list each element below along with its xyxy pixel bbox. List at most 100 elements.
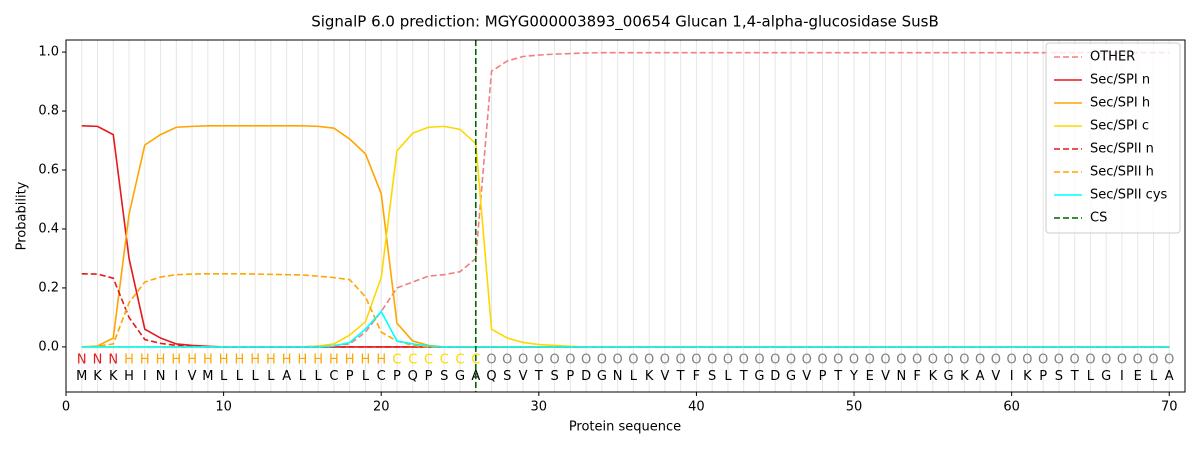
region-label: O bbox=[754, 352, 764, 367]
region-label: H bbox=[187, 352, 197, 367]
residue: L bbox=[315, 369, 323, 384]
region-label: H bbox=[376, 352, 386, 367]
residue: L bbox=[220, 369, 228, 384]
region-label: O bbox=[597, 352, 607, 367]
x-tick-label: 20 bbox=[373, 400, 390, 415]
region-label: O bbox=[518, 352, 528, 367]
region-label: O bbox=[628, 352, 638, 367]
region-label: O bbox=[1007, 352, 1017, 367]
region-label: O bbox=[833, 352, 843, 367]
region-label: O bbox=[565, 352, 575, 367]
region-label: O bbox=[991, 352, 1001, 367]
residue: G bbox=[786, 369, 796, 384]
residue: D bbox=[770, 369, 780, 384]
region-label: O bbox=[1054, 352, 1064, 367]
residue: I bbox=[143, 369, 147, 384]
residue: H bbox=[124, 369, 134, 384]
region-label: O bbox=[739, 352, 749, 367]
legend-label: Sec/SPI c bbox=[1090, 119, 1149, 134]
residue: N bbox=[613, 369, 623, 384]
y-tick-label: 0.6 bbox=[38, 163, 59, 178]
region-label: H bbox=[171, 352, 181, 367]
region-label: O bbox=[817, 352, 827, 367]
residue: K bbox=[960, 369, 969, 384]
x-tick-label: 10 bbox=[215, 400, 232, 415]
residue: E bbox=[866, 369, 874, 384]
region-label: O bbox=[676, 352, 686, 367]
residue: S bbox=[1055, 369, 1063, 384]
legend-box bbox=[1045, 42, 1181, 234]
residue: L bbox=[299, 369, 307, 384]
residue: K bbox=[1023, 369, 1032, 384]
region-label: N bbox=[93, 352, 103, 367]
region-label: O bbox=[865, 352, 875, 367]
residue: V bbox=[188, 369, 197, 384]
region-label: O bbox=[691, 352, 701, 367]
residue: S bbox=[440, 369, 448, 384]
region-label: O bbox=[707, 352, 717, 367]
region-label: H bbox=[266, 352, 276, 367]
x-tick-label: 70 bbox=[1161, 400, 1178, 415]
residue: V bbox=[660, 369, 669, 384]
region-label: O bbox=[613, 352, 623, 367]
residue: L bbox=[1150, 369, 1158, 384]
region-label: O bbox=[1164, 352, 1174, 367]
residue: C bbox=[377, 369, 386, 384]
x-tick-label: 0 bbox=[62, 400, 70, 415]
residue: N bbox=[896, 369, 906, 384]
residue: G bbox=[1101, 369, 1111, 384]
region-label: H bbox=[140, 352, 150, 367]
residue: V bbox=[991, 369, 1000, 384]
region-label: O bbox=[975, 352, 985, 367]
residue: T bbox=[739, 369, 748, 384]
residue: A bbox=[282, 369, 291, 384]
region-label: O bbox=[1117, 352, 1127, 367]
region-label: H bbox=[345, 352, 355, 367]
residue: T bbox=[833, 369, 842, 384]
region-label: H bbox=[234, 352, 244, 367]
x-tick-label: 30 bbox=[531, 400, 548, 415]
residue: L bbox=[1087, 369, 1095, 384]
region-label: C bbox=[408, 352, 417, 367]
residue: A bbox=[976, 369, 985, 384]
region-label: N bbox=[77, 352, 87, 367]
region-label: O bbox=[943, 352, 953, 367]
residue: I bbox=[174, 369, 178, 384]
residue: S bbox=[503, 369, 511, 384]
residue: P bbox=[566, 369, 574, 384]
residue: A bbox=[1165, 369, 1174, 384]
residue: T bbox=[676, 369, 685, 384]
region-label: O bbox=[1133, 352, 1143, 367]
region-label: O bbox=[723, 352, 733, 367]
plot-frame bbox=[65, 39, 1186, 393]
region-label: O bbox=[534, 352, 544, 367]
residue: I bbox=[1120, 369, 1124, 384]
residue: L bbox=[724, 369, 732, 384]
residue: M bbox=[76, 369, 87, 384]
residue: V bbox=[519, 369, 528, 384]
region-label: H bbox=[203, 352, 213, 367]
series-line bbox=[81, 125, 1170, 348]
region-label: O bbox=[959, 352, 969, 367]
residue: G bbox=[754, 369, 764, 384]
residue: T bbox=[1070, 369, 1079, 384]
region-label: O bbox=[896, 352, 906, 367]
residue: L bbox=[236, 369, 244, 384]
x-tick-label: 50 bbox=[846, 400, 863, 415]
residue: V bbox=[881, 369, 890, 384]
region-label: O bbox=[581, 352, 591, 367]
series-line bbox=[81, 272, 1170, 348]
residue: C bbox=[329, 369, 338, 384]
y-tick-label: 0.8 bbox=[38, 104, 59, 119]
residue: Q bbox=[408, 369, 418, 384]
series-line bbox=[81, 272, 1170, 348]
residue: Q bbox=[486, 369, 496, 384]
region-label: O bbox=[912, 352, 922, 367]
region-label: O bbox=[1148, 352, 1158, 367]
y-tick-label: 0.0 bbox=[38, 339, 59, 354]
residue: P bbox=[393, 369, 401, 384]
region-label: C bbox=[424, 352, 433, 367]
legend-label: Sec/SPI n bbox=[1090, 73, 1150, 88]
y-tick-label: 0.4 bbox=[38, 221, 59, 236]
